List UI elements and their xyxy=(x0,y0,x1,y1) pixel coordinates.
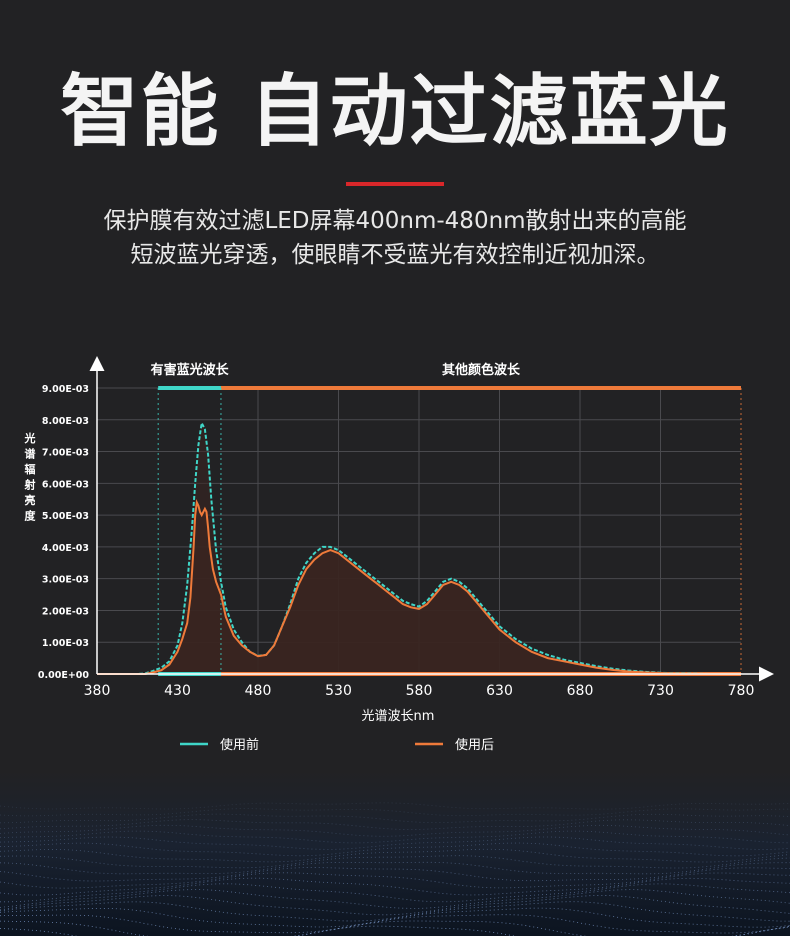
intro-line-1: 保护膜有效过滤LED屏幕400nm-480nm散射出来的高能 xyxy=(103,208,687,234)
y-label-char: 射 xyxy=(24,478,36,492)
y-tick-label: 4.00E-03 xyxy=(42,543,89,554)
series-line-before xyxy=(97,419,741,675)
y-tick-label: 7.00E-03 xyxy=(42,448,89,459)
series-line-after xyxy=(97,499,741,675)
x-tick-label: 580 xyxy=(406,683,433,699)
tick-labels: 0.00E+00 1.00E-03 2.00E-03 3.00E-03 4.00E-03… xyxy=(38,384,754,699)
spectrum-chart: 有害蓝光波长 其他颜色波长 0.00E+00 1.00E-03 2.00E-03 3.0… xyxy=(24,356,774,753)
intro-text: 保护膜有效过滤LED屏幕400nm-480nm散射出来的高能 短波蓝光穿透，使眼… xyxy=(0,204,790,272)
x-tick-label: 430 xyxy=(164,683,191,699)
y-label-char: 光 xyxy=(24,431,36,445)
y-tick-label: 5.00E-03 xyxy=(42,511,89,522)
y-tick-label: 6.00E-03 xyxy=(42,479,89,490)
legend-label: 使用前 xyxy=(220,737,259,753)
band-label: 有害蓝光波长 xyxy=(151,362,230,378)
decorative-wave-background xyxy=(0,770,790,936)
y-label-char: 度 xyxy=(25,509,37,523)
y-tick-label: 9.00E-03 xyxy=(42,384,89,395)
y-tick-label: 1.00E-03 xyxy=(42,638,89,649)
x-tick-label: 380 xyxy=(84,683,111,699)
x-tick-label: 730 xyxy=(647,683,674,699)
y-label-char: 谱 xyxy=(25,447,36,461)
x-tick-label: 630 xyxy=(486,683,513,699)
legend-label: 使用后 xyxy=(455,737,494,753)
y-label-char: 辐 xyxy=(25,462,36,476)
y-label-char: 亮 xyxy=(25,493,36,507)
x-tick-label: 680 xyxy=(567,683,594,699)
y-tick-label: 2.00E-03 xyxy=(42,606,89,617)
accent-divider xyxy=(346,182,444,186)
band-label: 其他颜色波长 xyxy=(442,362,521,378)
legend: 使用前 使用后 xyxy=(180,737,494,753)
headline: 智能 自动过滤蓝光 xyxy=(60,67,730,157)
x-tick-label: 780 xyxy=(728,683,755,699)
y-tick-label: 8.00E-03 xyxy=(42,416,89,427)
x-tick-label: 480 xyxy=(245,683,272,699)
intro-line-2: 短波蓝光穿透，使眼睛不受蓝光有效控制近视加深。 xyxy=(130,242,660,268)
x-tick-label: 530 xyxy=(325,683,352,699)
x-axis-label: 光谱波长nm xyxy=(362,709,435,724)
y-tick-label: 0.00E+00 xyxy=(38,670,89,681)
y-tick-label: 3.00E-03 xyxy=(42,575,89,586)
area-after xyxy=(97,502,741,674)
chart-axes xyxy=(89,356,774,682)
